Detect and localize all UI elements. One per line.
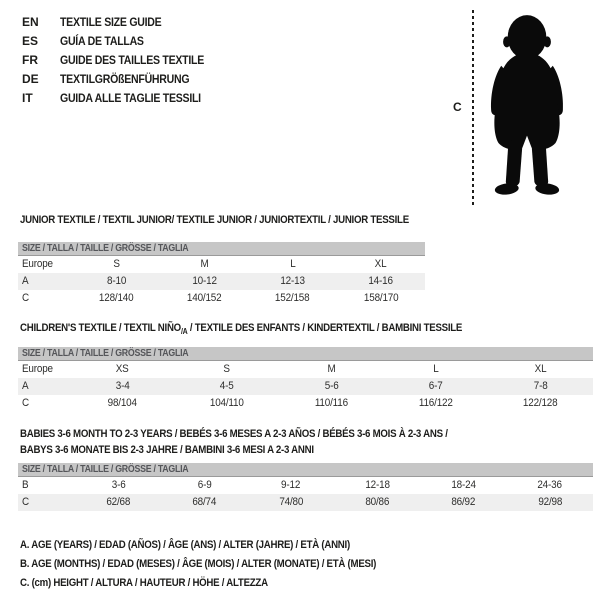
row-label: A	[22, 380, 29, 392]
size-cell: 10-12	[192, 275, 217, 287]
size-cell: 4-5	[220, 380, 234, 392]
size-cell: 116/122	[419, 397, 453, 409]
language-title: GUIDA ALLE TAGLIE TESSILI	[60, 91, 201, 105]
subscript-a: /A	[180, 327, 188, 337]
size-cell: 92/98	[537, 496, 562, 508]
table-row: Europe XS S M L XL	[18, 361, 593, 378]
size-cell: 158/170	[363, 292, 399, 304]
height-marker-dotted-line	[472, 10, 474, 208]
note-line-b: B. AGE (MONTHS) / EDAD (MESES) / ÂGE (MO…	[20, 558, 377, 570]
table-row: C 128/140 140/152 152/158 158/170	[18, 290, 425, 307]
size-cell: M	[200, 258, 209, 270]
size-cell: 122/128	[523, 397, 558, 409]
table-row: A 8-10 10-12 12-13 14-16	[18, 273, 425, 290]
language-row: EN TEXTILE SIZE GUIDE	[22, 13, 224, 32]
size-header-bar: SIZE / TALLA / TAILLE / GRÖSSE / TAGLIA	[18, 242, 425, 256]
size-cell: 128/140	[98, 292, 134, 304]
size-cell: 3-4	[115, 380, 130, 392]
size-cell: 68/74	[192, 496, 217, 508]
children-size-table: SIZE / TALLA / TAILLE / GRÖSSE / TAGLIA …	[18, 347, 593, 412]
size-cell: 74/80	[278, 496, 303, 508]
row-label: Europe	[22, 258, 53, 270]
size-cell: 12-18	[364, 479, 390, 491]
size-cell: L	[433, 363, 439, 375]
size-cell: XS	[115, 363, 129, 375]
babies-section-title: BABIES 3-6 MONTH TO 2-3 YEARS / BEBÉS 3-…	[20, 428, 448, 456]
baby-silhouette-icon	[491, 15, 563, 195]
language-code: EN	[22, 15, 39, 29]
size-cell: S	[112, 258, 120, 270]
size-cell: 24-36	[537, 479, 563, 491]
size-cell: 9-12	[281, 479, 301, 491]
language-title: GUÍA DE TALLAS	[60, 34, 144, 48]
size-cell: 80/86	[365, 496, 390, 508]
language-row: DE TEXTILGRÖßENFÜHRUNG	[22, 70, 224, 89]
language-code: DE	[22, 72, 39, 86]
row-label: B	[22, 479, 29, 491]
junior-size-table: SIZE / TALLA / TAILLE / GRÖSSE / TAGLIA …	[18, 242, 425, 307]
row-label: A	[22, 275, 29, 287]
size-cell: M	[327, 363, 336, 375]
size-header-bar: SIZE / TALLA / TAILLE / GRÖSSE / TAGLIA	[18, 463, 593, 477]
legend-notes: A. AGE (YEARS) / EDAD (AÑOS) / ÂGE (ANS)…	[20, 536, 425, 593]
size-cell: 104/110	[209, 397, 244, 409]
size-cell: XL	[374, 258, 387, 270]
note-line-a: A. AGE (YEARS) / EDAD (AÑOS) / ÂGE (ANS)…	[20, 539, 350, 551]
size-cell: 5-6	[324, 380, 339, 392]
babies-size-table: SIZE / TALLA / TAILLE / GRÖSSE / TAGLIA …	[18, 463, 593, 511]
language-list: EN TEXTILE SIZE GUIDE ES GUÍA DE TALLAS …	[22, 13, 224, 108]
size-cell: L	[289, 258, 296, 270]
size-cell: 86/92	[451, 496, 476, 508]
table-row: C 62/68 68/74 74/80 80/86 86/92 92/98	[18, 494, 593, 511]
row-label: C	[22, 397, 29, 409]
language-code: IT	[22, 91, 33, 105]
size-cell: 7-8	[533, 380, 548, 392]
size-header-bar: SIZE / TALLA / TAILLE / GRÖSSE / TAGLIA	[18, 347, 593, 361]
size-cell: 8-10	[106, 275, 126, 287]
row-label: C	[22, 496, 29, 508]
children-section-title: CHILDREN'S TEXTILE / TEXTIL NIÑO/A / TEX…	[20, 322, 463, 337]
language-code: ES	[22, 34, 39, 48]
size-cell: 12-13	[280, 275, 305, 287]
size-cell: 62/68	[106, 496, 131, 508]
language-row: IT GUIDA ALLE TAGLIE TESSILI	[22, 89, 224, 108]
table-row: A 3-4 4-5 5-6 6-7 7-8	[18, 378, 593, 395]
row-label: C	[22, 292, 29, 304]
note-line-c: C. (cm) HEIGHT / ALTURA / HAUTEUR / HÖHE…	[20, 577, 268, 589]
language-title: TEXTILGRÖßENFÜHRUNG	[60, 72, 190, 86]
size-cell: 14-16	[368, 275, 394, 287]
junior-section-title: JUNIOR TEXTILE / TEXTIL JUNIOR/ TEXTILE …	[20, 214, 409, 226]
table-row: C 98/104 104/110 110/116 116/122 122/128	[18, 395, 593, 412]
size-cell: 152/158	[275, 292, 310, 304]
language-code: FR	[22, 53, 38, 67]
language-row: ES GUÍA DE TALLAS	[22, 32, 224, 51]
size-cell: 6-9	[197, 479, 212, 491]
size-cell: 6-7	[429, 380, 443, 392]
size-cell: 18-24	[451, 479, 476, 491]
size-cell: 140/152	[187, 292, 222, 304]
size-cell: XL	[534, 363, 547, 375]
height-label-c: C	[453, 100, 462, 114]
language-row: FR GUIDE DES TAILLES TEXTILE	[22, 51, 224, 70]
size-cell: 3-6	[111, 479, 126, 491]
language-title: GUIDE DES TAILLES TEXTILE	[60, 53, 204, 67]
language-title: TEXTILE SIZE GUIDE	[60, 15, 162, 29]
size-cell: 98/104	[107, 397, 137, 409]
size-cell: 110/116	[314, 397, 349, 409]
table-row: Europe S M L XL	[18, 256, 425, 273]
size-cell: S	[223, 363, 231, 375]
row-label: Europe	[22, 363, 53, 375]
table-row: B 3-6 6-9 9-12 12-18 18-24 24-36	[18, 477, 593, 494]
